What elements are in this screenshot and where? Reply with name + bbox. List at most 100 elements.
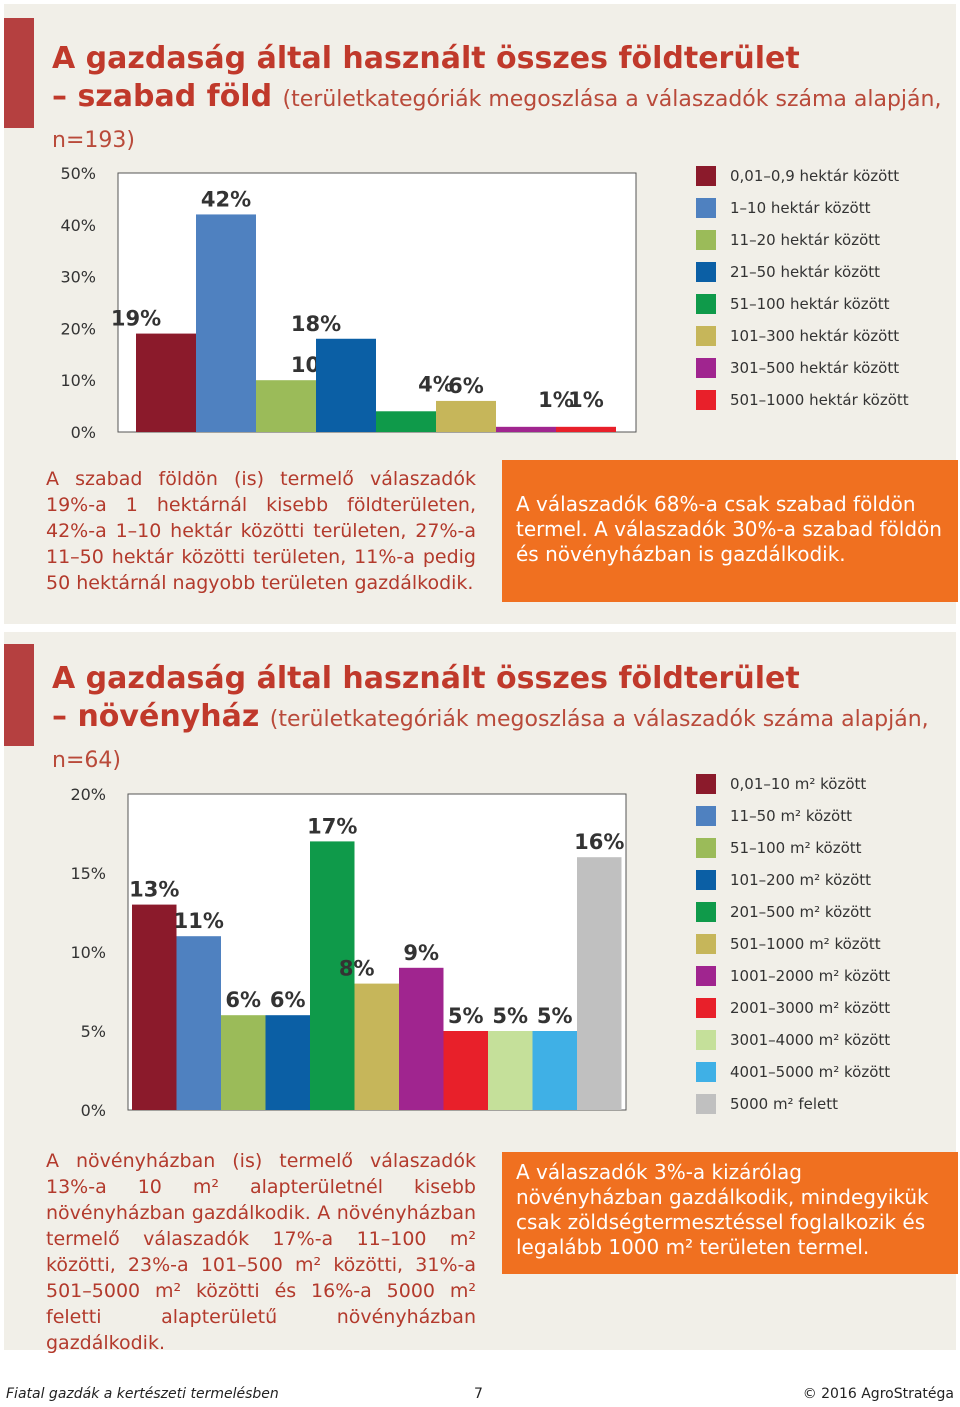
title-second: – szabad föld <box>52 79 273 114</box>
legend-label: 501–1000 m² között <box>730 935 881 953</box>
legend-label: 21–50 hektár között <box>730 263 881 281</box>
title-accent-bar <box>4 644 34 746</box>
legend-swatch <box>696 806 716 826</box>
legend-swatch <box>696 358 716 378</box>
title-accent-bar <box>4 18 34 128</box>
footer-publication: Fiatal gazdák a kertészeti termelésben <box>6 1386 279 1402</box>
legend-swatch <box>696 966 716 986</box>
y-tick-label: 0% <box>81 1101 106 1120</box>
y-tick-label: 5% <box>81 1022 106 1041</box>
bar-value-label: 6% <box>225 988 261 1012</box>
bar-value-label: 42% <box>201 187 251 211</box>
bar-value-label: 16% <box>574 830 624 854</box>
y-tick-label: 0% <box>71 423 96 442</box>
y-tick-label: 20% <box>70 785 106 804</box>
legend-label: 0,01–10 m² között <box>730 775 867 793</box>
legend-label: 301–500 hektár között <box>730 359 900 377</box>
footer-copyright: © 2016 AgroStratéga <box>802 1386 954 1402</box>
bar <box>556 426 616 432</box>
legend-swatch <box>696 294 716 314</box>
bar <box>136 333 196 432</box>
bar <box>176 936 221 1110</box>
title-subtitle: (területkategóriák megoszlása a válaszad… <box>52 707 929 773</box>
legend-swatch <box>696 934 716 954</box>
legend-label: 11–50 m² között <box>730 807 852 825</box>
y-tick-label: 20% <box>60 319 96 338</box>
legend-label: 101–200 m² között <box>730 871 872 889</box>
bar <box>376 411 436 432</box>
bar <box>532 1031 577 1110</box>
y-tick-label: 15% <box>70 864 106 883</box>
legend-label: 51–100 m² között <box>730 839 862 857</box>
bar-value-label: 1% <box>568 388 604 412</box>
y-tick-label: 10% <box>70 943 106 962</box>
bar <box>310 841 355 1110</box>
legend-label: 201–500 m² között <box>730 903 872 921</box>
title-subtitle: (területkategóriák megoszlása a válaszad… <box>52 87 942 153</box>
legend-swatch <box>696 390 716 410</box>
bar-value-label: 13% <box>129 878 179 902</box>
page-number: 7 <box>474 1386 483 1402</box>
legend-swatch <box>696 774 716 794</box>
bar <box>316 338 376 432</box>
legend-swatch <box>696 326 716 346</box>
highlight-box-free-land: A válaszadók 68%-a csak szabad földön te… <box>502 460 958 602</box>
bar-value-label: 18% <box>291 312 341 336</box>
legend-swatch <box>696 1030 716 1050</box>
legend-label: 0,01–0,9 hektár között <box>730 167 900 185</box>
legend-label: 5000 m² felett <box>730 1095 839 1113</box>
bar-value-label: 5% <box>537 1004 573 1028</box>
bar-value-label: 6% <box>270 988 306 1012</box>
bar <box>196 214 256 432</box>
legend-label: 2001–3000 m² között <box>730 999 891 1017</box>
title-main: A gazdaság által használt összes földter… <box>52 661 800 696</box>
bar <box>496 426 556 432</box>
y-tick-label: 30% <box>60 268 96 287</box>
legend-label: 11–20 hektár között <box>730 231 881 249</box>
legend-swatch <box>696 998 716 1018</box>
description-free-land: A szabad földön (is) termelő válaszadók … <box>46 468 476 594</box>
title-second: – növényház <box>52 699 260 734</box>
legend-swatch <box>696 902 716 922</box>
legend-label: 1–10 hektár között <box>730 199 871 217</box>
bar <box>132 904 177 1110</box>
bar-value-label: 5% <box>448 1004 484 1028</box>
bar <box>488 1031 533 1110</box>
legend-swatch <box>696 262 716 282</box>
y-tick-label: 10% <box>60 371 96 390</box>
legend-swatch <box>696 166 716 186</box>
legend-swatch <box>696 1094 716 1114</box>
bar-value-label: 4% <box>418 372 454 396</box>
highlight-box-greenhouse: A válaszadók 3%-a kizárólag növényházban… <box>502 1152 958 1274</box>
legend-swatch <box>696 1062 716 1082</box>
bar <box>436 400 496 432</box>
section-title: A gazdaság által használt összes földter… <box>52 40 956 160</box>
bar <box>256 380 316 432</box>
bar-value-label: 17% <box>307 814 357 838</box>
legend-label: 101–300 hektár között <box>730 327 900 345</box>
bar-value-label: 11% <box>174 909 224 933</box>
bar-value-label: 9% <box>403 941 439 965</box>
footer: Fiatal gazdák a kertészeti termelésben 7… <box>0 1384 960 1407</box>
legend-label: 3001–4000 m² között <box>730 1031 891 1049</box>
section-title: A gazdaság által használt összes földter… <box>52 660 956 780</box>
y-tick-label: 50% <box>60 164 96 183</box>
y-tick-label: 40% <box>60 216 96 235</box>
bar <box>443 1031 488 1110</box>
bar-value-label: 6% <box>448 374 484 398</box>
bar <box>577 857 622 1110</box>
bar-value-label: 8% <box>339 957 375 981</box>
legend-swatch <box>696 870 716 890</box>
legend-label: 4001–5000 m² között <box>730 1063 891 1081</box>
legend-swatch <box>696 838 716 858</box>
legend-label: 1001–2000 m² között <box>730 967 891 985</box>
description-greenhouse: A növényházban (is) termelő válaszadók 1… <box>46 1150 476 1354</box>
bar <box>354 983 399 1110</box>
bar-value-label: 19% <box>111 307 161 331</box>
chart-free-land: 0%10%20%30%40%50%19%42%10%18%4%6%1%1% <box>60 164 637 442</box>
legend-swatch <box>696 198 716 218</box>
legend-label: 51–100 hektár között <box>730 295 890 313</box>
legend-swatch <box>696 230 716 250</box>
bar-value-label: 5% <box>492 1004 528 1028</box>
legend-label: 501–1000 hektár között <box>730 391 909 409</box>
